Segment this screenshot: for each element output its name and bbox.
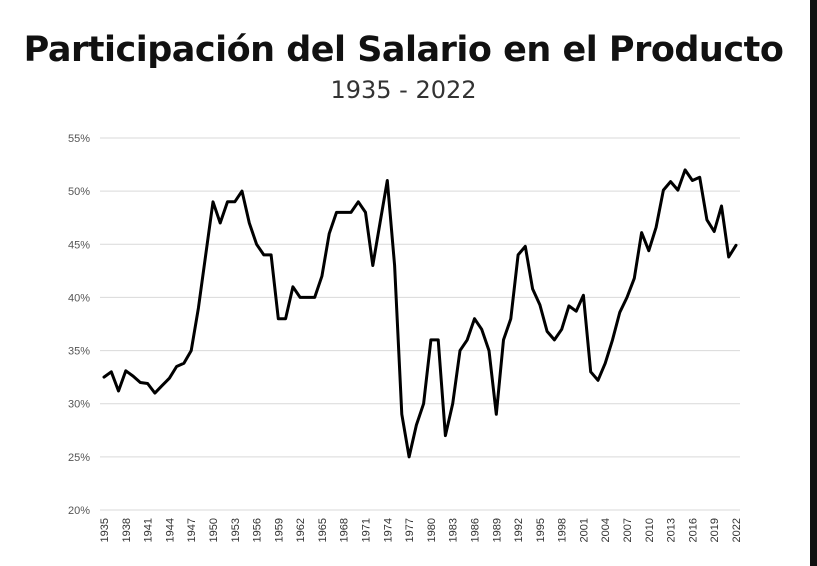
x-tick-label: 1995 xyxy=(535,518,547,542)
x-axis-ticks: 1935 1938 1941 1944 1947 1950 1953 1956 1959 1962… xyxy=(99,518,743,542)
x-tick-label: 1959 xyxy=(273,518,285,542)
x-tick-label: 1989 xyxy=(491,518,503,542)
x-tick-label: 1950 xyxy=(208,518,220,542)
y-tick-label: 35% xyxy=(68,346,90,358)
series-line xyxy=(102,168,738,459)
x-tick-label: 1947 xyxy=(186,518,198,542)
y-tick-label: 45% xyxy=(68,239,90,251)
x-tick-label: 1986 xyxy=(469,518,481,542)
x-tick-label: 2010 xyxy=(644,518,656,542)
x-tick-label: 2016 xyxy=(687,518,699,542)
y-tick-label: 20% xyxy=(68,505,90,517)
x-tick-label: 1941 xyxy=(143,518,155,542)
x-tick-label: 1965 xyxy=(317,518,329,542)
y-tick-label: 40% xyxy=(68,292,90,304)
x-tick-label: 1935 xyxy=(99,518,111,542)
x-tick-label: 1953 xyxy=(230,518,242,542)
y-tick-label: 50% xyxy=(68,186,90,198)
x-tick-label: 1974 xyxy=(382,518,394,542)
x-tick-label: 1983 xyxy=(448,518,460,542)
series-group xyxy=(102,168,738,459)
x-tick-label: 1956 xyxy=(252,518,264,542)
x-tick-label: 1968 xyxy=(339,518,351,542)
x-tick-label: 1962 xyxy=(295,518,307,542)
x-tick-label: 2022 xyxy=(731,518,743,542)
y-tick-label: 25% xyxy=(68,452,90,464)
x-tick-label: 1992 xyxy=(513,518,525,542)
x-tick-label: 1944 xyxy=(164,518,176,542)
x-tick-label: 2019 xyxy=(709,518,721,542)
x-tick-label: 1998 xyxy=(557,518,569,542)
x-tick-label: 2004 xyxy=(600,518,612,542)
x-tick-label: 1938 xyxy=(121,518,133,542)
y-tick-label: 55% xyxy=(68,133,90,145)
chart-title: Participación del Salario en el Producto xyxy=(23,30,784,70)
right-border xyxy=(810,0,817,566)
x-tick-label: 1977 xyxy=(404,518,416,542)
y-tick-label: 30% xyxy=(68,399,90,411)
chart-subtitle: 1935 - 2022 xyxy=(330,76,477,104)
y-axis-ticks: 20% 25% 30% 35% 40% 45% 50% 55% xyxy=(68,133,90,517)
x-tick-label: 2001 xyxy=(578,518,590,542)
x-tick-label: 2007 xyxy=(622,518,634,542)
x-tick-label: 1971 xyxy=(361,518,373,542)
x-tick-label: 1980 xyxy=(426,518,438,542)
x-tick-label: 2013 xyxy=(666,518,678,542)
